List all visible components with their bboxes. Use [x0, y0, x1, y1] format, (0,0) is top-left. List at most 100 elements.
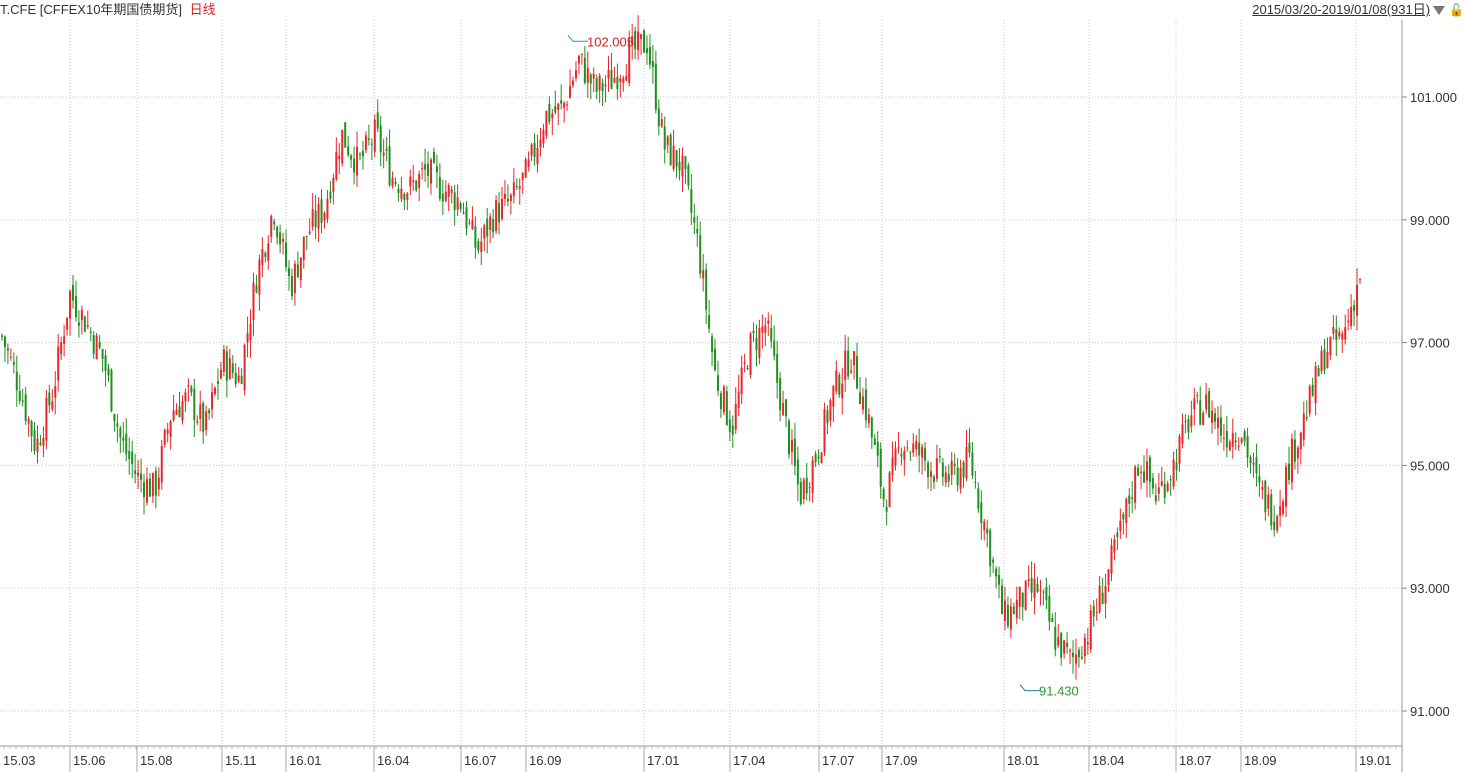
candle-body: [370, 143, 373, 145]
candle-body: [196, 420, 199, 423]
candle-body: [640, 34, 643, 39]
candle-body: [1098, 586, 1101, 613]
candle-body: [838, 374, 841, 395]
candle-body: [548, 103, 551, 122]
chevron-down-icon[interactable]: [1433, 5, 1446, 15]
candle-body: [403, 193, 406, 200]
candle-body: [770, 327, 773, 342]
candle-body: [699, 235, 702, 274]
candle-body: [63, 336, 66, 344]
candle-body: [782, 403, 785, 416]
candle-body: [678, 161, 681, 171]
candle-body: [722, 386, 725, 413]
candle-body: [326, 198, 329, 220]
candle-body: [1181, 424, 1184, 444]
candle-body: [335, 151, 338, 180]
candle-body: [270, 215, 273, 237]
candle-body: [530, 144, 533, 156]
candle-body: [663, 126, 666, 150]
candle-body: [279, 232, 282, 245]
candle-body: [48, 392, 51, 406]
candle-body: [140, 473, 143, 480]
candle-body: [903, 450, 906, 460]
candle-body: [193, 388, 196, 421]
candle-body: [1012, 606, 1015, 615]
candle-body: [796, 459, 799, 485]
candle-body: [421, 168, 424, 170]
candle-body: [628, 42, 631, 83]
candle-body: [21, 400, 24, 402]
candle-body: [69, 290, 72, 319]
candle-body: [968, 442, 971, 453]
candle-body: [447, 185, 450, 198]
candle-body: [101, 348, 104, 360]
x-tick-label: 16.09: [529, 753, 562, 768]
candle-body: [1083, 637, 1086, 657]
candle-body: [876, 441, 879, 456]
lock-icon[interactable]: 🔓: [1449, 3, 1464, 17]
candle-body: [574, 70, 577, 79]
candle-body: [752, 331, 755, 334]
candle-body: [811, 460, 814, 493]
candle-body: [1211, 410, 1214, 424]
candle-body: [1255, 457, 1258, 474]
candle-body: [1095, 612, 1098, 614]
candle-body: [1282, 500, 1285, 514]
candle-body: [1143, 471, 1146, 483]
x-tick-label: 15.11: [225, 753, 257, 768]
candle-body: [610, 69, 613, 89]
candle-body: [690, 189, 693, 213]
candle-body: [456, 197, 459, 210]
candle-body: [285, 242, 288, 268]
candle-body: [18, 391, 21, 402]
candle-body: [1261, 487, 1264, 490]
candle-body: [116, 423, 119, 427]
candle-body: [829, 400, 832, 421]
candle-body: [524, 159, 527, 178]
candle-body: [364, 135, 367, 151]
candle-body: [1356, 285, 1359, 316]
candle-body: [1196, 395, 1199, 397]
candle-body: [358, 154, 361, 156]
candle-body: [1042, 591, 1045, 593]
candle-body: [148, 478, 151, 497]
y-tick-label: 91.000: [1410, 704, 1450, 719]
candle-body: [231, 363, 234, 374]
candle-body: [353, 158, 356, 173]
candle-body: [119, 427, 122, 438]
candle-body: [755, 337, 758, 351]
candle-body: [1208, 391, 1211, 418]
candle-body: [1024, 580, 1027, 610]
candle-body: [959, 468, 962, 489]
date-range-link[interactable]: 2015/03/20-2019/01/08(931日): [1252, 2, 1431, 17]
candle-body: [157, 477, 160, 490]
candle-body: [1104, 586, 1107, 604]
period-label[interactable]: 日线: [189, 2, 216, 17]
candle-body: [1249, 457, 1252, 464]
candle-body: [512, 182, 515, 197]
candle-body: [412, 180, 415, 183]
candle-body: [749, 333, 752, 376]
candle-body: [1299, 432, 1302, 450]
candle-body: [1329, 336, 1332, 356]
candle-body: [858, 392, 861, 405]
candle-body: [143, 481, 146, 498]
grid-lines: [0, 20, 1402, 746]
candle-body: [444, 191, 447, 201]
candle-body: [536, 147, 539, 165]
candle-body: [151, 473, 154, 497]
candle-body: [1163, 484, 1166, 498]
candle-body: [1214, 413, 1217, 422]
candle-body: [255, 285, 258, 293]
candle-body: [128, 450, 131, 460]
candle-body: [1113, 539, 1116, 553]
candle-body: [234, 372, 237, 384]
candle-body: [1157, 487, 1160, 494]
candle-body: [104, 355, 107, 371]
candle-body: [577, 55, 580, 64]
candle-body: [989, 529, 992, 567]
candle-body: [175, 409, 178, 415]
candle-body: [950, 460, 953, 475]
candle-body: [619, 78, 622, 82]
